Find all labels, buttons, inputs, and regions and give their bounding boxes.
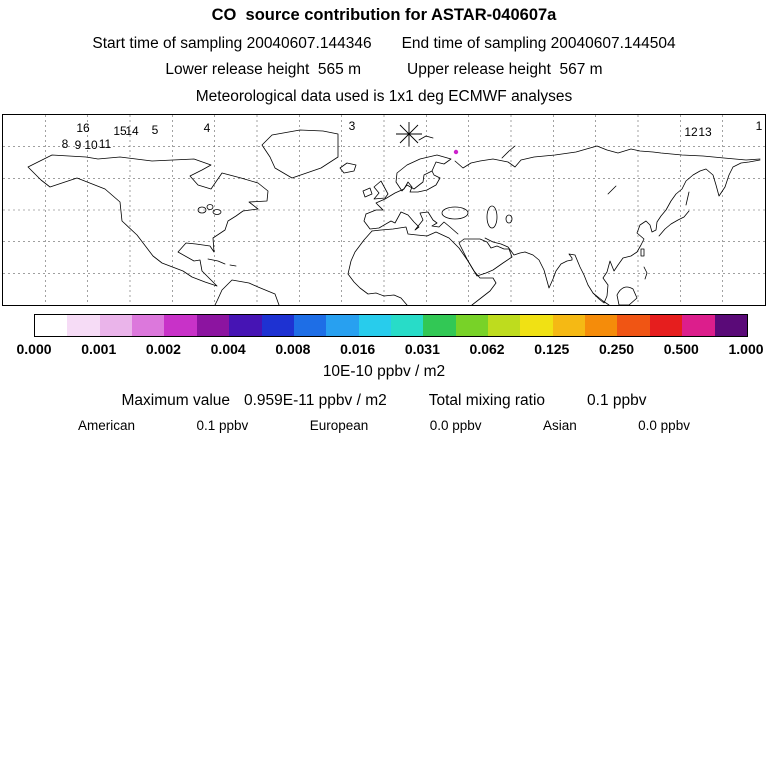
- colorbar-segment: [455, 315, 489, 336]
- colorbar-tick-label: 0.016: [340, 341, 376, 357]
- colorbar-segment: [196, 315, 230, 336]
- colorbar-tick-label: 0.008: [275, 341, 311, 357]
- track-point-number: 13: [698, 125, 712, 139]
- colorbar-segment: [35, 315, 68, 336]
- max-value-label: Maximum value: [121, 392, 230, 409]
- colorbar-segment: [423, 315, 456, 336]
- lower-release-height-text: Lower release height 565 m: [165, 61, 361, 78]
- plot-title: CO source contribution for ASTAR-040607a: [211, 6, 557, 24]
- colorbar-tick-label: 0.000: [16, 341, 52, 357]
- release-heights-line: Lower release height 565 m Upper release…: [0, 61, 768, 79]
- region-european-label: European: [309, 418, 369, 433]
- colorbar-segment: [488, 315, 521, 336]
- coastlines: [27, 129, 761, 305]
- colorbar-tick-label: 1.000: [728, 341, 764, 357]
- colorbar-segment: [585, 315, 618, 336]
- colorbar-segment: [164, 315, 197, 336]
- colorbar-tick-label: 0.001: [81, 341, 117, 357]
- sampling-times-line: Start time of sampling 20040607.144346 E…: [0, 35, 768, 53]
- max-value-cell-marker: [453, 149, 459, 155]
- colorbar-segment: [682, 315, 715, 336]
- max-value-text: 0.959E-11 ppbv / m2: [244, 392, 387, 409]
- colorbar-tick-label: 0.002: [145, 341, 181, 357]
- regional-contributions-line: American 0.1 ppbv European 0.0 ppbv Asia…: [78, 418, 690, 433]
- colorbar-tick-label: 0.062: [469, 341, 505, 357]
- colorbar-tick-label: 0.125: [534, 341, 570, 357]
- colorbar-segment: [390, 315, 424, 336]
- colorbar-unit-label: 10E-10 ppbv / m2: [322, 363, 446, 380]
- upper-release-height-text: Upper release height 567 m: [407, 61, 603, 78]
- colorbar-segment: [293, 315, 327, 336]
- track-point-number: 8: [61, 137, 69, 151]
- colorbar-segment: [520, 315, 553, 336]
- end-time-text: End time of sampling 20040607.144504: [401, 35, 676, 52]
- colorbar-tick-label: 0.031: [404, 341, 440, 357]
- track-point-number: 9: [74, 138, 82, 152]
- max-value-line: Maximum value 0.959E-11 ppbv / m2 Total …: [0, 392, 768, 410]
- region-european-value: 0.0 ppbv: [429, 418, 482, 433]
- world-map-panel: 16 15 14 5 4 3 12 13 1 8 9 10 11: [2, 114, 766, 306]
- region-asian-label: Asian: [542, 418, 577, 433]
- track-point-number: 4: [203, 121, 211, 135]
- track-point-number: 11: [98, 137, 112, 151]
- colorbar-segment: [649, 315, 683, 336]
- track-point-number: 16: [76, 121, 90, 135]
- met-data-line: Meteorological data used is 1x1 deg ECMW…: [0, 88, 768, 106]
- release-point-marker: [396, 122, 422, 146]
- region-american-value: 0.1 ppbv: [196, 418, 249, 433]
- colorbar-segment: [261, 315, 294, 336]
- colorbar-segment: [617, 315, 650, 336]
- colorbar-segment: [552, 315, 586, 336]
- start-time-text: Start time of sampling 20040607.144346: [92, 35, 372, 52]
- colorbar-tick-label: 0.250: [599, 341, 635, 357]
- colorbar-tick-label: 0.500: [663, 341, 699, 357]
- map-overlay: 16 15 14 5 4 3 12 13 1 8 9 10 11: [3, 115, 765, 305]
- world-map-svg: [3, 115, 765, 305]
- colorbar-segment: [132, 315, 165, 336]
- map-graticule: [3, 115, 765, 305]
- colorbar-tick-label: 0.004: [210, 341, 246, 357]
- track-point-number: 1: [755, 119, 763, 133]
- colorbar-segment: [229, 315, 262, 336]
- total-mixing-ratio-label: Total mixing ratio: [428, 392, 546, 409]
- region-asian-value: 0.0 ppbv: [638, 418, 690, 433]
- track-point-number: 15: [113, 124, 127, 138]
- region-american-label: American: [78, 418, 136, 433]
- total-mixing-ratio-value: 0.1 ppbv: [587, 392, 647, 409]
- track-point-number: 3: [348, 119, 356, 133]
- colorbar-segment: [358, 315, 391, 336]
- colorbar-segment: [326, 315, 359, 336]
- colorbar-segment: [99, 315, 133, 336]
- colorbar: [34, 314, 748, 337]
- track-point-number: 10: [84, 138, 98, 152]
- colorbar-ticks: 0.000 0.001 0.002 0.004 0.008 0.016 0.031 0.062…: [16, 341, 763, 357]
- track-point-number: 12: [684, 125, 698, 139]
- track-point-number: 14: [125, 124, 139, 138]
- colorbar-segment: [714, 315, 747, 336]
- met-data-text: Meteorological data used is 1x1 deg ECMW…: [195, 88, 573, 105]
- track-point-number: 5: [151, 123, 159, 137]
- colorbar-segment: [67, 315, 100, 336]
